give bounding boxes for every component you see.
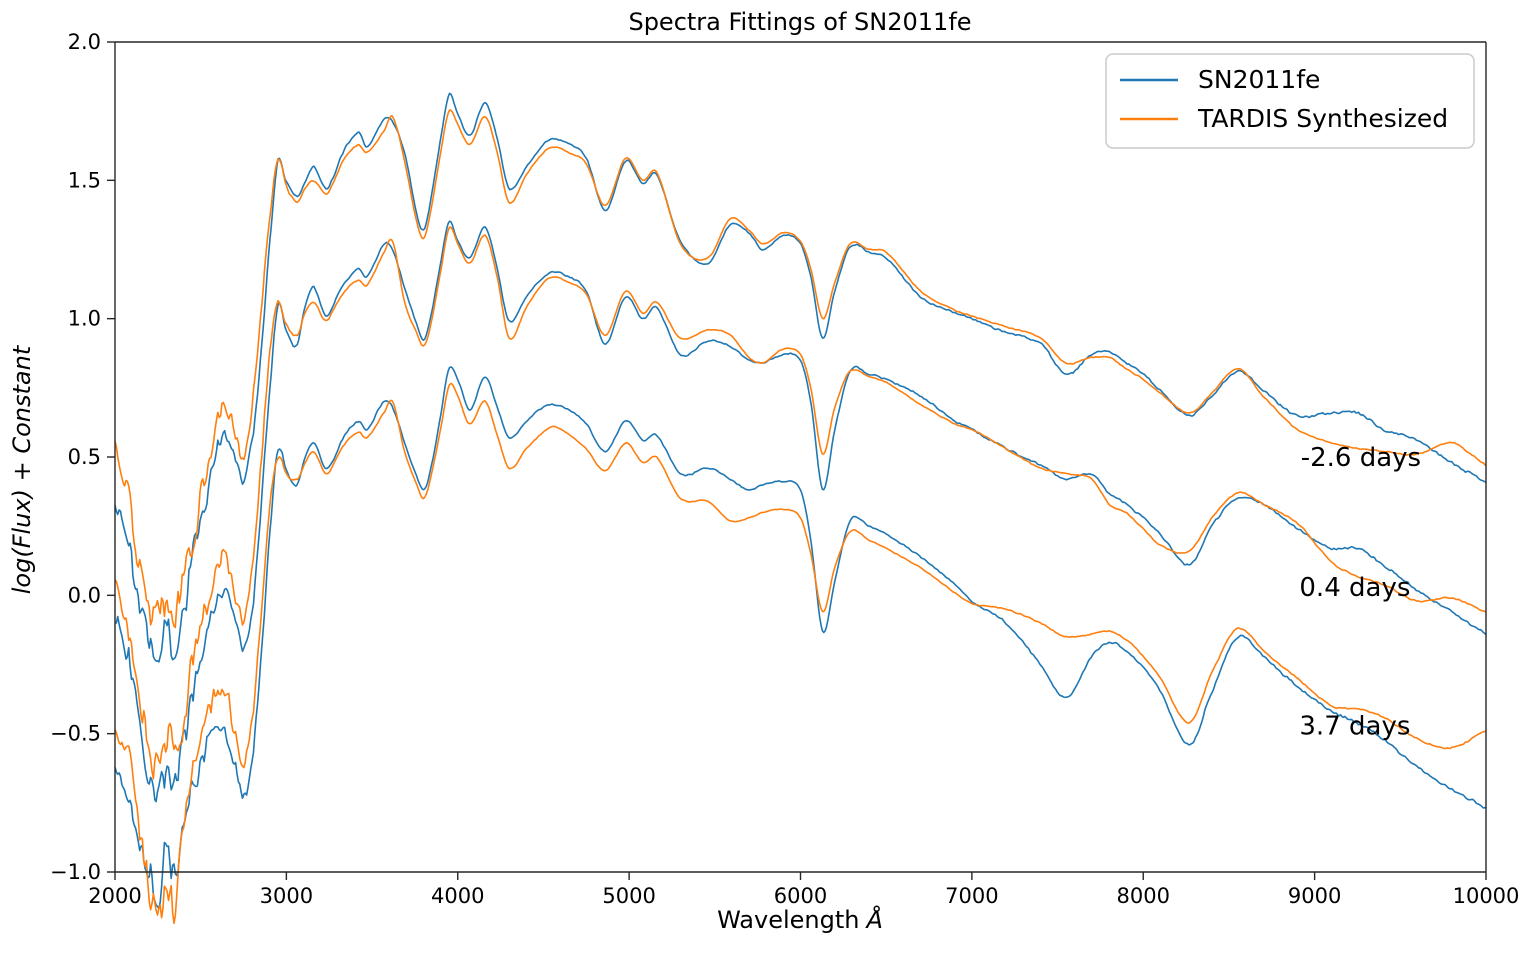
y-tick-label: −1.0 <box>50 860 101 884</box>
x-tick-label: 7000 <box>945 884 998 908</box>
y-tick-label: 2.0 <box>68 30 101 54</box>
annotation-epoch-2: 3.7 days <box>1299 711 1410 741</box>
chart-title: Spectra Fittings of SN2011fe <box>628 8 971 36</box>
x-tick-label: 8000 <box>1117 884 1170 908</box>
annotation-epoch-0: -2.6 days <box>1301 443 1421 473</box>
x-axis-title: Wavelength Å <box>717 905 883 934</box>
y-axis-title: log(Flux) + Constant <box>8 344 36 594</box>
series-path-blue-0.4-days <box>114 220 1487 803</box>
epoch-annotations: -2.6 days 0.4 days 3.7 days <box>1299 443 1421 741</box>
annotation-epoch-1: 0.4 days <box>1299 573 1410 603</box>
y-tick-label: 1.0 <box>68 307 101 331</box>
y-tick-label: 0.5 <box>68 445 101 469</box>
legend-item-label: TARDIS Synthesized <box>1197 104 1448 133</box>
x-tick-label: 4000 <box>431 884 484 908</box>
legend: SN2011fe TARDIS Synthesized <box>1105 53 1475 149</box>
y-tick-label: −0.5 <box>50 722 101 746</box>
series-path-orange-3.7-days <box>114 382 1487 925</box>
x-tick-label: 3000 <box>260 884 313 908</box>
series-path-blue--2.6-days <box>114 92 1487 663</box>
series-path-orange--2.6-days <box>114 109 1487 629</box>
legend-box <box>1105 53 1475 149</box>
plot-curves <box>114 92 1487 925</box>
x-tick-label: 10000 <box>1453 884 1520 908</box>
y-tick-label: 0.0 <box>68 583 101 607</box>
x-tick-label: 9000 <box>1288 884 1341 908</box>
series-path-blue-3.7-days <box>114 366 1487 910</box>
x-tick-label: 6000 <box>774 884 827 908</box>
y-tick-label: 1.5 <box>68 168 101 192</box>
legend-item-label: SN2011fe <box>1198 65 1320 94</box>
series-path-orange-0.4-days <box>114 226 1487 780</box>
x-tick-label: 5000 <box>602 884 655 908</box>
axes: 2000 3000 4000 5000 6000 7000 8000 9000 10000 2.0… <box>50 30 1519 908</box>
x-tick-label: 2000 <box>88 884 141 908</box>
